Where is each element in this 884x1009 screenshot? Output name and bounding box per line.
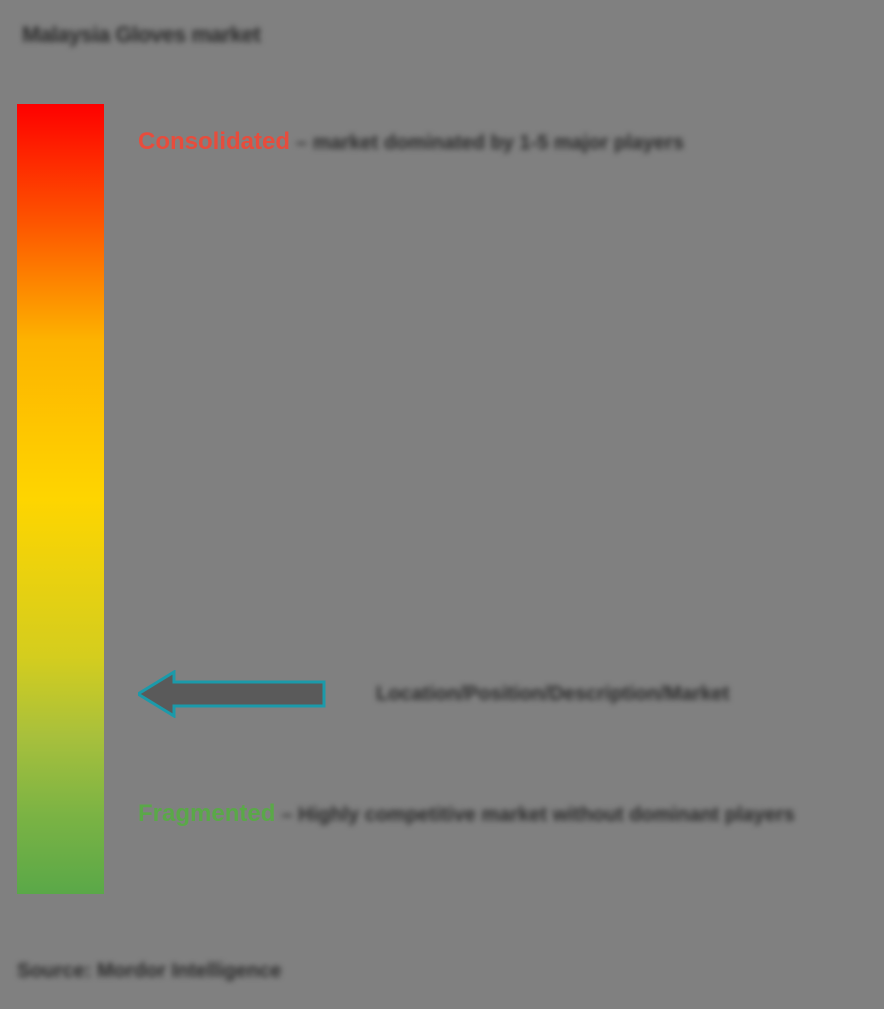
indicator-arrow-icon	[138, 670, 326, 718]
indicator-arrow-row: Location/Position/Description/Market	[138, 670, 729, 718]
consolidated-description: market dominated by 1-5 major players	[296, 132, 684, 155]
concentration-gradient-bar	[17, 104, 104, 894]
source-attribution: Source: Mordor Intelligence	[17, 960, 281, 983]
consolidated-title: Consolidated	[138, 128, 290, 156]
chart-title: Malaysia Gloves market	[22, 22, 260, 48]
fragmented-description: Highly competitive market without domina…	[281, 804, 794, 827]
fragmented-title: Fragmented	[138, 800, 275, 828]
indicator-arrow-label: Location/Position/Description/Market	[376, 683, 729, 706]
fragmented-label-row: Fragmented Highly competitive market wit…	[138, 800, 795, 828]
consolidated-label-row: Consolidated market dominated by 1-5 maj…	[138, 128, 684, 156]
